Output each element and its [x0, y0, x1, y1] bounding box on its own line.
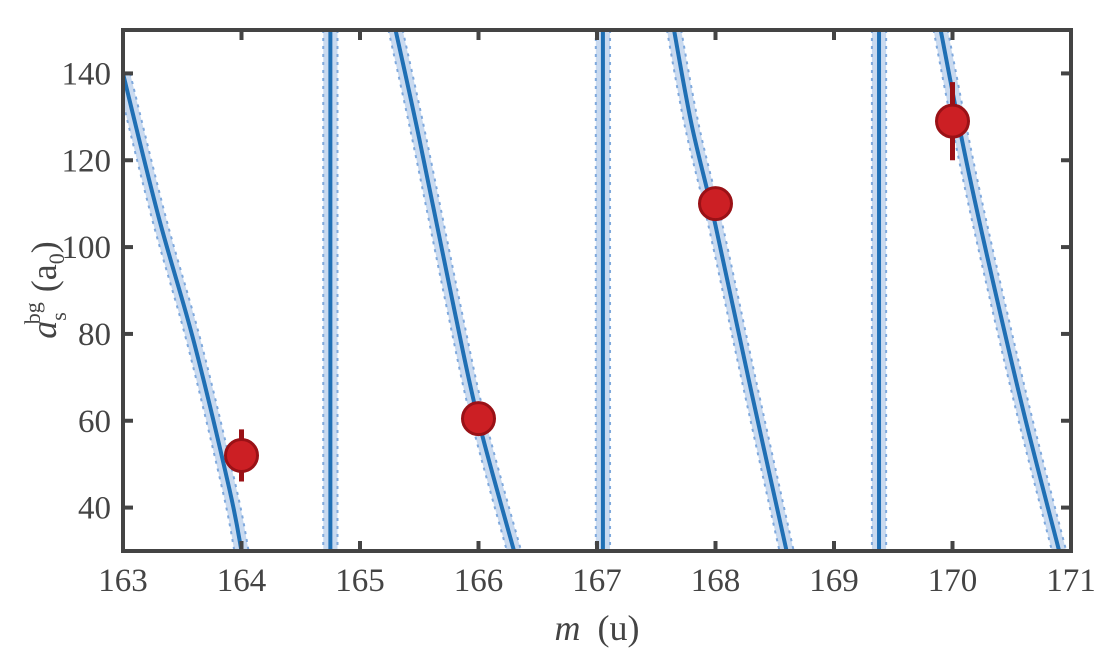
y-axis-label: asbg (a0): [20, 241, 71, 339]
band-edge-line: [665, 30, 781, 551]
curve-line: [672, 30, 789, 551]
data-point: [224, 437, 259, 473]
y-axis-label-unit-sub: 0: [44, 253, 69, 264]
band-edge-line: [387, 30, 508, 551]
y-axis-label-sub: s: [46, 312, 71, 321]
band-edge-line: [946, 30, 1068, 551]
x-tick-label: 165: [335, 563, 385, 599]
y-tick-label: 60: [78, 404, 111, 440]
x-axis-label-var: m: [555, 608, 581, 648]
x-tick-label: 163: [98, 563, 148, 599]
data-point: [698, 186, 733, 222]
x-tick-label: 169: [809, 563, 859, 599]
y-axis-label-var: a: [24, 321, 64, 339]
x-axis-label-unit: (u): [598, 608, 640, 648]
svg-text:asbg(a0): asbg (a0): [20, 241, 71, 339]
data-point: [935, 103, 970, 139]
x-tick-label: 170: [928, 563, 978, 599]
band-edge-line: [123, 98, 236, 551]
x-tick-label: 168: [691, 563, 741, 599]
band-edge-line: [401, 30, 523, 551]
x-tick-label: 171: [1046, 563, 1096, 599]
y-tick-label: 120: [62, 143, 112, 179]
band-edge-line: [129, 73, 250, 551]
curve-line: [393, 30, 516, 551]
band-edge-line: [680, 30, 795, 551]
data-point: [461, 401, 496, 437]
y-tick-label: 40: [78, 491, 111, 527]
uncertainty-band: [388, 30, 522, 551]
y-axis-label-unit: (a: [24, 264, 64, 292]
x-axis-label: m (u): [555, 608, 640, 648]
plot-area: [123, 30, 1068, 551]
ticks: 163 164 165 166 167 168 169 170 171 40 60 80 100 120 1…: [62, 30, 1096, 599]
x-tick-label: 166: [454, 563, 504, 599]
y-tick-label: 140: [62, 56, 112, 92]
y-axis-label-sup: bg: [20, 302, 45, 324]
y-tick-label: 80: [78, 317, 111, 353]
x-tick-label: 167: [572, 563, 622, 599]
y-axis-label-unit-close: ): [24, 241, 64, 253]
curve-line: [123, 72, 244, 551]
x-tick-label: 164: [217, 563, 267, 599]
y-tick-label: 100: [62, 230, 112, 266]
